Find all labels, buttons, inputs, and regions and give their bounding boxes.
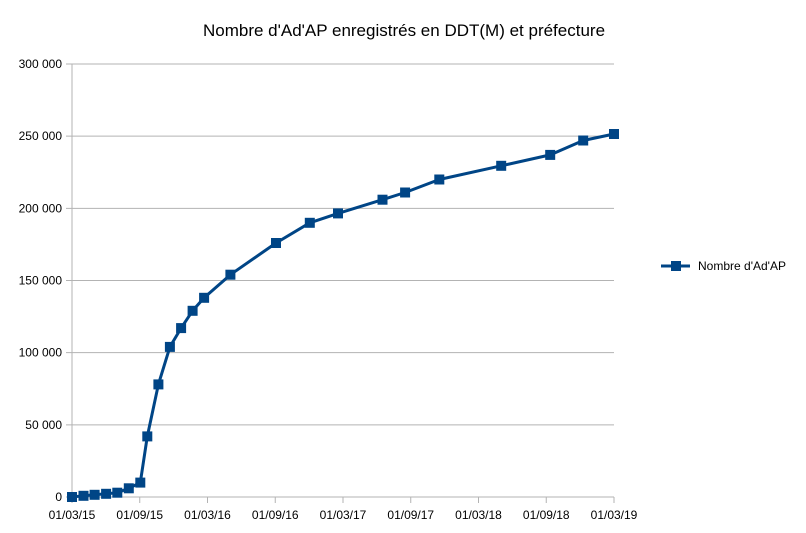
x-tick-label: 01/03/17 (320, 508, 367, 522)
data-point-marker (609, 129, 619, 139)
data-point-marker (164, 341, 175, 352)
series-line (71, 132, 615, 499)
data-point-marker (101, 488, 112, 499)
data-point-marker (89, 489, 100, 500)
data-point-marker (78, 490, 89, 501)
data-point-marker (135, 477, 146, 488)
data-point-marker (377, 194, 388, 205)
y-tick-label: 250 000 (19, 129, 63, 143)
data-point-marker (496, 160, 507, 171)
chart-title: Nombre d'Ad'AP enregistrés en DDT(M) et … (203, 21, 605, 40)
legend-marker-swatch (671, 261, 681, 271)
y-tick-label: 200 000 (19, 201, 63, 215)
data-point-marker (112, 487, 123, 498)
y-tick-label: 150 000 (19, 274, 63, 288)
legend: Nombre d'Ad'AP (661, 259, 786, 273)
y-axis-ticks: 0 50 000 100 000 150 000 200 000 250 000 300 0… (19, 57, 63, 504)
x-tick-label: 01/03/15 (49, 508, 96, 522)
y-tick-label: 50 000 (25, 418, 62, 432)
gridlines (66, 63, 614, 498)
data-point-marker (434, 174, 445, 185)
data-point-marker (142, 431, 153, 442)
data-point-marker (123, 483, 134, 494)
x-axis-ticks: 01/03/15 01/09/15 01/03/16 01/09/16 01/03/17… (49, 508, 638, 522)
x-tick-label: 01/03/18 (455, 508, 502, 522)
data-series (67, 129, 619, 502)
x-tick-label: 01/09/17 (387, 508, 434, 522)
data-point-marker (187, 305, 198, 316)
data-point-marker (333, 208, 343, 219)
data-point-marker (304, 217, 315, 228)
x-tick-label: 01/09/16 (252, 508, 299, 522)
axes (71, 64, 615, 503)
data-point-marker (400, 187, 411, 198)
data-point-marker (67, 492, 77, 502)
data-point-marker (199, 292, 210, 303)
data-point-marker (271, 238, 281, 248)
legend-label: Nombre d'Ad'AP (698, 259, 786, 273)
x-tick-label: 01/03/19 (591, 508, 638, 522)
data-point-marker (176, 323, 187, 334)
y-tick-label: 0 (55, 490, 62, 504)
x-tick-label: 01/03/16 (184, 508, 231, 522)
data-point-marker (578, 135, 589, 146)
x-tick-label: 01/09/18 (523, 508, 570, 522)
y-tick-label: 100 000 (19, 346, 63, 360)
data-point-marker (225, 269, 236, 280)
data-point-marker (545, 149, 556, 160)
x-tick-label: 01/09/15 (116, 508, 163, 522)
data-point-marker (153, 379, 164, 390)
y-tick-label: 300 000 (19, 57, 63, 71)
